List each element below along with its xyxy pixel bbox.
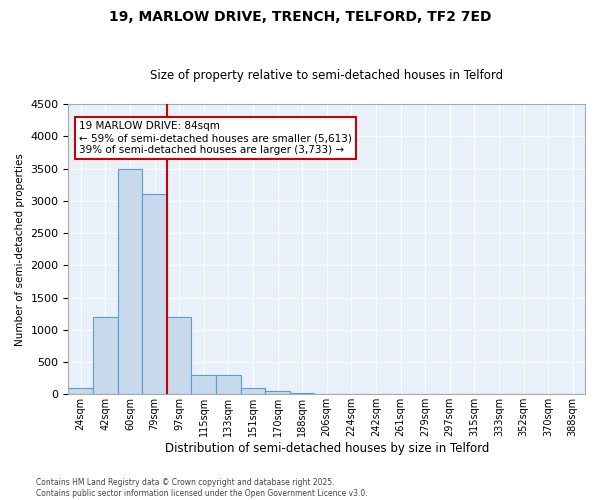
- Title: Size of property relative to semi-detached houses in Telford: Size of property relative to semi-detach…: [150, 69, 503, 82]
- Text: Contains HM Land Registry data © Crown copyright and database right 2025.
Contai: Contains HM Land Registry data © Crown c…: [36, 478, 368, 498]
- Bar: [191, 375, 216, 394]
- Bar: [142, 194, 167, 394]
- X-axis label: Distribution of semi-detached houses by size in Telford: Distribution of semi-detached houses by …: [164, 442, 489, 455]
- Bar: [167, 317, 191, 394]
- Bar: [290, 392, 314, 394]
- Bar: [68, 388, 93, 394]
- Bar: [265, 391, 290, 394]
- Text: 19 MARLOW DRIVE: 84sqm
← 59% of semi-detached houses are smaller (5,613)
39% of : 19 MARLOW DRIVE: 84sqm ← 59% of semi-det…: [79, 122, 352, 154]
- Bar: [118, 168, 142, 394]
- Text: 19, MARLOW DRIVE, TRENCH, TELFORD, TF2 7ED: 19, MARLOW DRIVE, TRENCH, TELFORD, TF2 7…: [109, 10, 491, 24]
- Bar: [241, 388, 265, 394]
- Bar: [216, 375, 241, 394]
- Bar: [93, 317, 118, 394]
- Y-axis label: Number of semi-detached properties: Number of semi-detached properties: [15, 152, 25, 346]
